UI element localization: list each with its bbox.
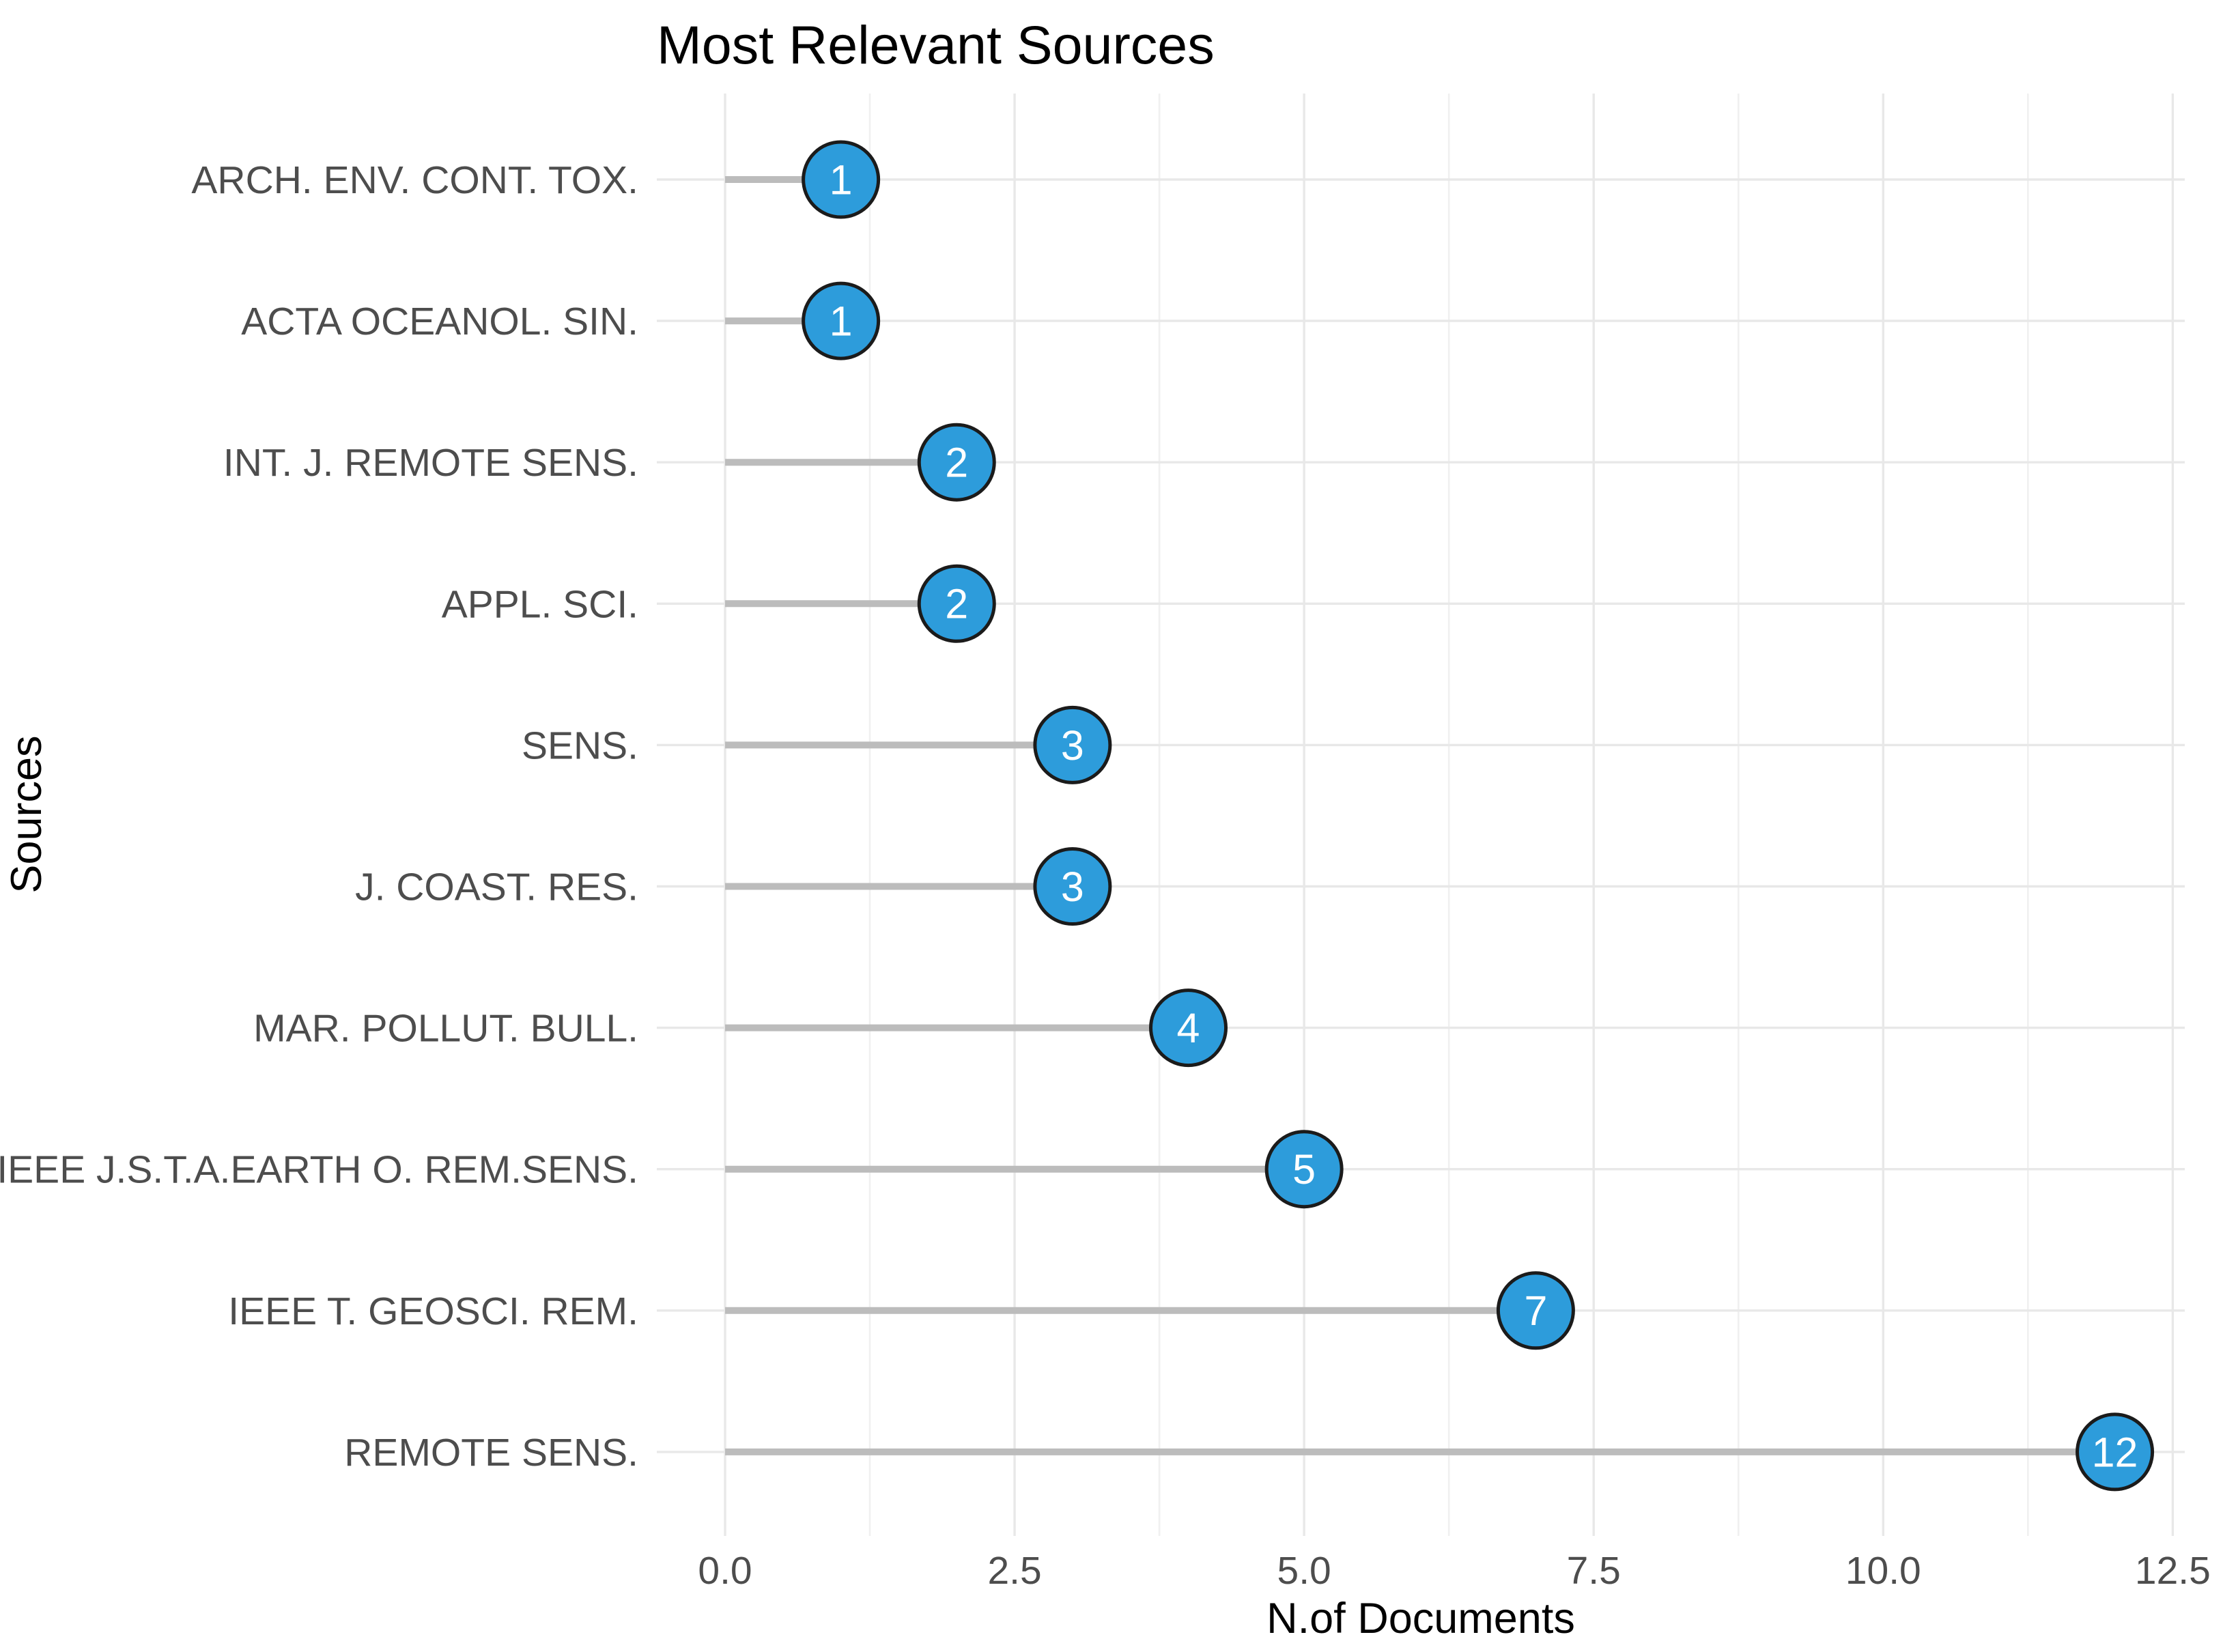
x-tick-label: 5.0	[1277, 1549, 1331, 1593]
point-value-label: 1	[830, 156, 853, 203]
point-value-label: 3	[1061, 864, 1084, 910]
lollipop-point	[1033, 705, 1112, 784]
point-value-label: 5	[1292, 1146, 1316, 1193]
category-label: IEEE J.S.T.A.EARTH O. REM.SENS.	[0, 1148, 638, 1192]
plot-panel: 0.0 2.5 5.0 7.5 10.0 12.5 ARCH. ENV. CONT. TOX…	[0, 94, 2211, 1593]
lollipop-point	[1496, 1271, 1575, 1350]
x-tick-label: 2.5	[987, 1549, 1041, 1593]
point-value-label: 1	[830, 298, 853, 344]
lollipop-point	[802, 140, 881, 219]
category-label: MAR. POLLUT. BULL.	[253, 1007, 638, 1051]
category-label: J. COAST. RES.	[355, 865, 638, 909]
x-axis-title: N.of Documents	[1266, 1595, 1575, 1642]
point-value-label: 4	[1177, 1005, 1200, 1051]
chart-title: Most Relevant Sources	[657, 14, 1215, 75]
x-tick-label: 0.0	[698, 1549, 752, 1593]
lollipop-point	[917, 423, 996, 502]
lollipop-point	[917, 564, 996, 643]
point-value-label: 2	[945, 440, 968, 486]
x-tick-label: 12.5	[2135, 1549, 2211, 1593]
lollipop-point	[1264, 1130, 1344, 1209]
point-value-label: 2	[945, 581, 968, 627]
point-value-label: 3	[1061, 722, 1084, 769]
category-label: IEEE T. GEOSCI. REM.	[228, 1290, 638, 1333]
category-label: REMOTE SENS.	[344, 1431, 638, 1475]
lollipop-point	[2076, 1412, 2155, 1492]
category-label: SENS.	[522, 724, 638, 767]
lollipop-point	[1033, 847, 1112, 926]
category-label: ACTA OCEANOL. SIN.	[241, 300, 638, 343]
category-label: ARCH. ENV. CONT. TOX.	[191, 158, 638, 202]
x-tick-label: 10.0	[1845, 1549, 1921, 1593]
category-label: APPL. SCI.	[442, 582, 638, 626]
x-tick-label: 7.5	[1567, 1549, 1621, 1593]
y-axis-title: Sources	[3, 735, 51, 893]
point-value-label: 12	[2092, 1429, 2138, 1475]
lollipop-point	[1149, 988, 1228, 1068]
category-label: INT. J. REMOTE SENS.	[223, 441, 638, 485]
point-value-label: 7	[1524, 1287, 1547, 1334]
lollipop-point	[802, 281, 881, 360]
